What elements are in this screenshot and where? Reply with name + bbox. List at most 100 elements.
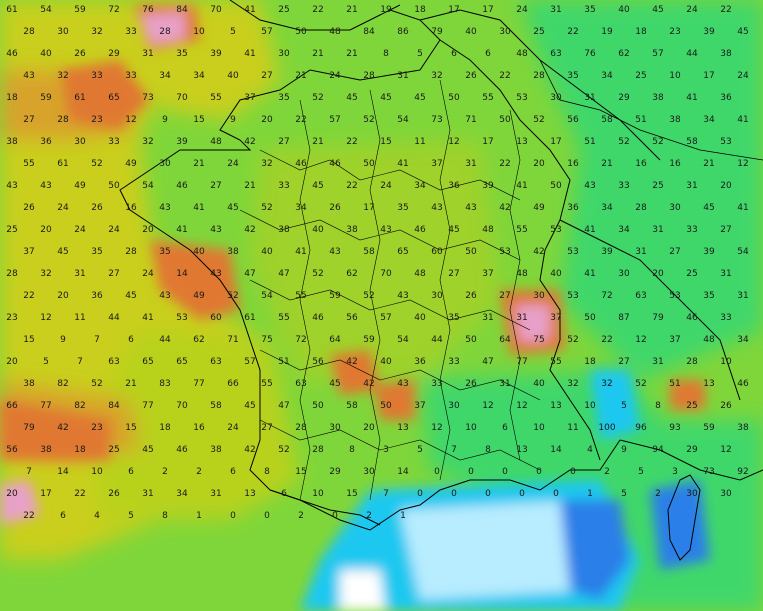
gust-value-label: 24 [227, 423, 239, 433]
gust-value-label: 70 [176, 401, 188, 411]
gust-value-label: 60 [210, 313, 222, 323]
gust-value-label: 0 [485, 489, 491, 499]
gust-value-label: 27 [448, 269, 460, 279]
gust-value-label: 30 [431, 291, 443, 301]
gust-value-label: 38 [652, 93, 664, 103]
dept-lines-8 [439, 79, 451, 481]
gust-value-label: 30 [278, 49, 290, 59]
gust-value-label: 24 [142, 269, 154, 279]
gust-value-label: 61 [244, 313, 256, 323]
gust-value-label: 29 [329, 467, 341, 477]
gust-value-label: 62 [618, 49, 630, 59]
gust-value-label: 31 [584, 93, 596, 103]
gust-value-label: 0 [451, 489, 457, 499]
gust-value-label: 41 [584, 225, 596, 235]
gust-value-label: 18 [414, 5, 426, 15]
gust-value-label: 83 [159, 379, 171, 389]
zone-east-green [520, 0, 763, 380]
gust-value-label: 25 [108, 445, 120, 455]
gust-value-label: 24 [227, 159, 239, 169]
gust-value-label: 12 [448, 137, 460, 147]
gust-value-label: 9 [162, 115, 168, 125]
gust-value-label: 63 [295, 379, 307, 389]
gust-value-label: 20 [142, 225, 154, 235]
gust-value-label: 6 [502, 423, 508, 433]
gust-value-label: 44 [686, 49, 698, 59]
gust-value-label: 14 [550, 445, 562, 455]
gust-value-label: 19 [601, 27, 613, 37]
german-border [539, 59, 763, 161]
gust-value-label: 22 [74, 489, 86, 499]
gust-value-label: 7 [451, 445, 457, 455]
gust-value-label: 52 [312, 269, 324, 279]
gust-value-label: 10 [193, 27, 205, 37]
gust-value-label: 59 [74, 5, 86, 15]
gust-value-label: 25 [635, 71, 647, 81]
gust-value-label: 38 [23, 379, 35, 389]
gust-value-label: 22 [567, 27, 579, 37]
gust-value-label: 26 [465, 291, 477, 301]
gust-value-label: 32 [567, 379, 579, 389]
gust-value-label: 25 [278, 5, 290, 15]
gust-value-label: 40 [261, 247, 273, 257]
gust-value-label: 20 [261, 115, 273, 125]
gust-value-label: 48 [703, 335, 715, 345]
zone-biscay [90, 330, 300, 520]
gust-value-label: 46 [6, 49, 18, 59]
gust-value-label: 36 [91, 291, 103, 301]
gust-value-label: 54 [40, 5, 52, 15]
gust-value-label: 41 [397, 159, 409, 169]
gust-value-label: 52 [635, 379, 647, 389]
gust-value-label: 40 [550, 269, 562, 279]
gust-value-label: 54 [397, 115, 409, 125]
gust-value-label: 41 [176, 225, 188, 235]
gust-value-label: 31 [686, 181, 698, 191]
gust-value-label: 13 [516, 445, 528, 455]
gust-value-label: 84 [176, 5, 188, 15]
gust-value-label: 47 [482, 357, 494, 367]
gust-value-label: 32 [57, 71, 69, 81]
gust-value-label: 34 [737, 335, 749, 345]
gust-value-label: 9 [60, 335, 66, 345]
gust-value-label: 57 [329, 115, 341, 125]
field-hotspots [0, 5, 710, 611]
gust-value-label: 15 [346, 489, 358, 499]
gust-value-label: 29 [108, 49, 120, 59]
gust-value-label: 57 [244, 357, 256, 367]
gust-value-label: 26 [108, 489, 120, 499]
gust-value-label: 33 [108, 137, 120, 147]
gust-value-label: 40 [465, 27, 477, 37]
gust-value-label: 39 [176, 137, 188, 147]
gust-value-label: 30 [329, 423, 341, 433]
gust-value-label: 20 [57, 291, 69, 301]
gust-value-label: 55 [278, 313, 290, 323]
gust-value-label: 5 [638, 467, 644, 477]
gust-value-label: 59 [329, 291, 341, 301]
gust-value-label: 49 [125, 159, 137, 169]
gust-value-label: 70 [176, 93, 188, 103]
gust-value-label: 28 [533, 71, 545, 81]
gust-value-label: 47 [278, 401, 290, 411]
gust-value-label: 30 [499, 27, 511, 37]
gust-value-label: 56 [346, 313, 358, 323]
corsica-outline [667, 474, 701, 561]
gust-value-label: 56 [6, 445, 18, 455]
gust-value-label: 58 [601, 115, 613, 125]
gust-value-label: 43 [6, 181, 18, 191]
gust-value-label: 43 [159, 203, 171, 213]
gust-value-label: 37 [244, 93, 256, 103]
hotspot-extreme [0, 480, 40, 525]
gust-value-label: 0 [502, 467, 508, 477]
gust-value-label: 96 [635, 423, 647, 433]
gust-value-label: 45 [312, 181, 324, 191]
gust-value-label: 26 [91, 203, 103, 213]
gust-value-label: 20 [652, 269, 664, 279]
gust-value-label: 5 [128, 511, 134, 521]
gust-value-label: 77 [516, 357, 528, 367]
gust-value-label: 43 [431, 203, 443, 213]
gust-value-label: 20 [720, 181, 732, 191]
gust-value-label: 28 [686, 357, 698, 367]
gust-value-label: 24 [380, 181, 392, 191]
gust-value-label: 37 [482, 269, 494, 279]
gust-value-label: 0 [417, 489, 423, 499]
